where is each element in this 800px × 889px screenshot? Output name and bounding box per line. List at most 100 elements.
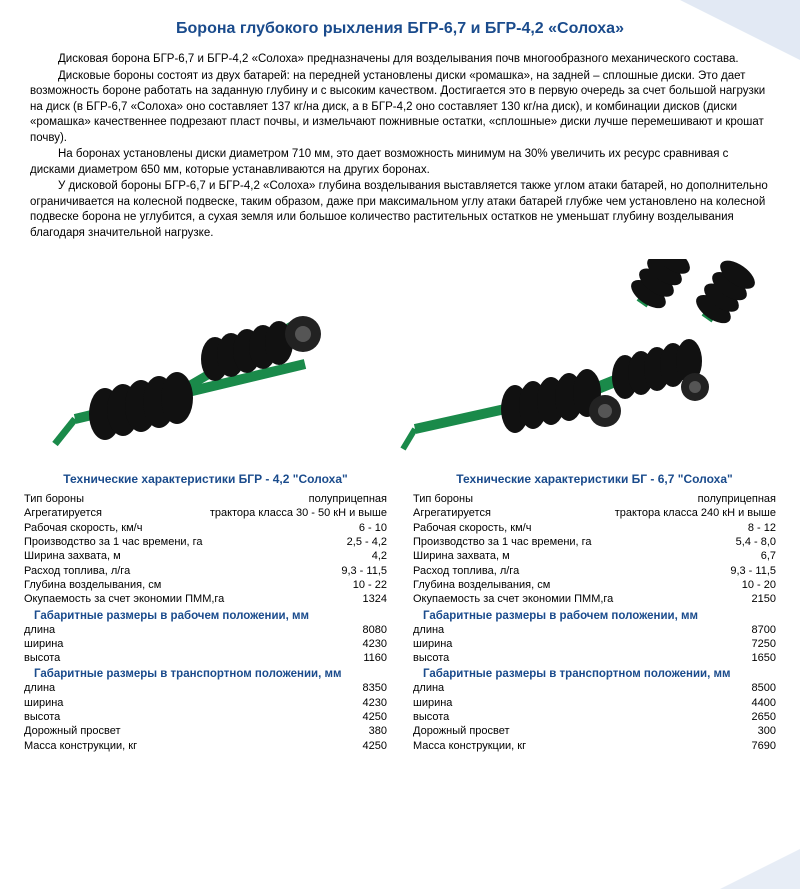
spec-row: Окупаемость за счет экономии ПММ,га 1324 [24,592,387,606]
spec-value: 9,3 - 11,5 [724,564,776,578]
spec-value: 300 [752,724,776,738]
spec-value: 1160 [357,651,387,665]
spec-row: Тип бороны полуприцепная [413,492,776,506]
spec-row: Производство за 1 час времени, га 2,5 - 4… [24,535,387,549]
spec-label: Глубина возделывания, см [413,578,550,592]
spec-row: высота 2650 [413,710,776,724]
spec-label: высота [24,710,60,724]
spec-row: Агрегатируетсятрактора класса 30 - 50 кН… [24,506,387,520]
spec-row: высота 4250 [24,710,387,724]
spec-value: 8080 [357,623,387,637]
spec-main-rows-left: Тип бороны полуприцепнаяАгрегатируетсятра… [24,492,387,606]
spec-sec1-rows-left: длина 8080 ширина 4230 высота 1160 [24,623,387,666]
spec-value: 4230 [357,637,387,651]
spec-label: Окупаемость за счет экономии ПММ,га [24,592,224,606]
spec-value: 10 - 22 [347,578,387,592]
spec-value: 6,7 [755,549,776,563]
spec-subtitle: Габаритные размеры в рабочем положении, … [24,610,387,622]
spec-value: 1650 [746,651,776,665]
spec-value: 7250 [746,637,776,651]
spec-row: ширина 4230 [24,637,387,651]
spec-value: 7690 [746,739,776,753]
spec-label: Тип бороны [24,492,84,506]
spec-label: Рабочая скорость, км/ч [24,521,142,535]
spec-label: высота [24,651,60,665]
spec-row: Глубина возделывания, см 10 - 22 [24,578,387,592]
spec-row: Ширина захвата, м6,7 [413,549,776,563]
spec-row: Масса конструкции, кг 7690 [413,739,776,753]
spec-column-left: Технические характеристики БГР - 4,2 "Со… [24,472,387,753]
paragraph: Дисковые бороны состоят из двух батарей:… [30,69,770,147]
spec-label: Окупаемость за счет экономии ПММ,га [413,592,613,606]
spec-sec1-rows-right: длина 8700 ширина 7250 высота 1650 [413,623,776,666]
product-image-right [395,259,755,459]
specifications: Технические характеристики БГР - 4,2 "Со… [0,472,800,753]
paragraph: У дисковой бороны БГР-6,7 и БГР-4,2 «Сол… [30,179,770,241]
spec-value: 9,3 - 11,5 [335,564,387,578]
spec-label: Глубина возделывания, см [24,578,161,592]
spec-value: трактора класса 30 - 50 кН и выше [204,506,387,520]
spec-row: ширина4230 [24,696,387,710]
spec-value: 10 - 20 [736,578,776,592]
spec-value: 4250 [357,739,387,753]
spec-row: Расход топлива, л/га 9,3 - 11,5 [24,564,387,578]
spec-label: ширина [24,637,63,651]
spec-label: длина [413,623,444,637]
spec-label: ширина [413,637,452,651]
spec-value: 4400 [746,696,776,710]
spec-row: высота 1160 [24,651,387,665]
spec-label: длина [413,681,444,695]
spec-row: Агрегатируетсятрактора класса 240 кН и в… [413,506,776,520]
spec-subtitle: Габаритные размеры в транспортном положе… [413,668,776,680]
paragraph: На боронах установлены диски диаметром 7… [30,147,770,178]
spec-label: Расход топлива, л/га [413,564,519,578]
spec-value: 2650 [746,710,776,724]
spec-row: Тип бороны полуприцепная [24,492,387,506]
spec-row: Дорожный просвет 380 [24,724,387,738]
product-images-row [0,242,800,472]
spec-value: полуприцепная [303,492,387,506]
spec-value: 1324 [357,592,387,606]
spec-row: Производство за 1 час времени, га 5,4 - 8… [413,535,776,549]
spec-value: 2,5 - 4,2 [341,535,387,549]
spec-value: полуприцепная [692,492,776,506]
spec-row: Расход топлива, л/га 9,3 - 11,5 [413,564,776,578]
spec-value: 8500 [746,681,776,695]
spec-sec2-rows-right: длина 8500 ширина 4400 высота 2650 Дорожный пр… [413,681,776,752]
spec-value: 4250 [357,710,387,724]
spec-row: Окупаемость за счет экономии ПММ,га 2150 [413,592,776,606]
spec-label: ширина [24,696,63,710]
spec-label: Дорожный просвет [24,724,121,738]
spec-value: 2150 [746,592,776,606]
corner-decoration-bottom [720,849,800,889]
spec-row: Глубина возделывания, см 10 - 20 [413,578,776,592]
spec-row: длина 8700 [413,623,776,637]
spec-label: Масса конструкции, кг [413,739,526,753]
spec-row: Ширина захвата, м4,2 [24,549,387,563]
spec-column-right: Технические характеристики БГ - 6,7 "Сол… [413,472,776,753]
spec-label: Производство за 1 час времени, га [24,535,203,549]
product-image-left [45,264,345,454]
spec-value: 6 - 10 [353,521,387,535]
spec-label: Производство за 1 час времени, га [413,535,592,549]
spec-row: длина8350 [24,681,387,695]
spec-row: длина 8500 [413,681,776,695]
spec-label: Дорожный просвет [413,724,510,738]
spec-label: высота [413,651,449,665]
spec-label: Расход топлива, л/га [24,564,130,578]
spec-label: длина [24,623,55,637]
spec-label: ширина [413,696,452,710]
spec-value: 380 [363,724,387,738]
spec-value: 8700 [746,623,776,637]
spec-title-left: Технические характеристики БГР - 4,2 "Со… [24,472,387,486]
spec-value: трактора класса 240 кН и выше [609,506,776,520]
spec-main-rows-right: Тип бороны полуприцепнаяАгрегатируетсятра… [413,492,776,606]
spec-subtitle: Габаритные размеры в рабочем положении, … [413,610,776,622]
spec-label: Рабочая скорость, км/ч [413,521,531,535]
spec-row: Рабочая скорость, км/ч 6 - 10 [24,521,387,535]
spec-title-right: Технические характеристики БГ - 6,7 "Сол… [413,472,776,486]
spec-label: Тип бороны [413,492,473,506]
spec-row: ширина 4400 [413,696,776,710]
spec-value: 5,4 - 8,0 [730,535,776,549]
spec-label: высота [413,710,449,724]
